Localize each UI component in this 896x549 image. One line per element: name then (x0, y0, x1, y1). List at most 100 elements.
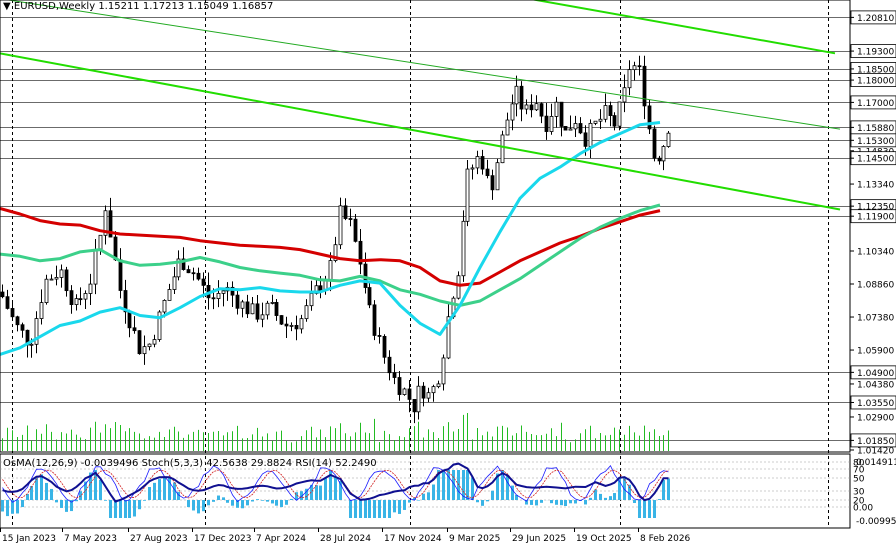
candle-body (309, 293, 314, 307)
candle-body (657, 157, 662, 162)
candle-body (172, 276, 177, 290)
close-value: 1.16857 (231, 1, 274, 12)
candle-body (421, 385, 426, 399)
candle-body (274, 302, 279, 316)
candle-body (588, 122, 593, 147)
price-tick-label: 1.14500 (857, 155, 894, 165)
candle-body (363, 263, 368, 288)
candle-body (240, 301, 245, 309)
candle-body (480, 156, 485, 170)
candle-body (642, 65, 647, 107)
candlesticks (0, 55, 671, 424)
candle-body (412, 399, 417, 413)
price-tick-label: 1.08860 (857, 281, 894, 291)
price-tick-label: 1.04900 (857, 369, 894, 379)
candle-body (666, 132, 671, 147)
candle-body (622, 87, 627, 103)
candle-body (338, 205, 343, 246)
candle-body (15, 316, 20, 326)
candle-body (260, 314, 265, 320)
candle-body (304, 305, 309, 320)
osma-label: OsMA(12,26,9) -0.0039496 (3, 458, 139, 469)
osc-top-label: 0.0149116 (856, 458, 896, 468)
price-tick-label: 1.11900 (857, 213, 894, 223)
candle-body (245, 301, 250, 315)
candle-body (123, 290, 128, 313)
rsi-line (2, 462, 669, 503)
dropdown-triangle-icon[interactable]: ▼ (3, 1, 11, 12)
moving-averages (0, 121, 661, 356)
candle-body (108, 210, 113, 238)
price-tick-label: 1.01850 (857, 437, 894, 447)
candle-body (10, 308, 15, 318)
ma-red-line (0, 206, 661, 287)
candle-body (216, 292, 221, 299)
osc-level-label: 20 (853, 497, 865, 507)
candle-body (54, 277, 59, 280)
price-axis: 1.20810 1.19300 1.18500 1.18000 1.17000 1.158… (0, 0, 896, 457)
candle-body (637, 65, 642, 68)
symbol-header: ▼ EURUSD,Weekly 1.15211 1.17213 1.15049 … (3, 1, 273, 12)
candle-body (5, 296, 10, 309)
low-value: 1.15049 (187, 1, 229, 12)
candle-body (191, 272, 196, 275)
candle-body (181, 258, 186, 270)
symbol-timeframe: EURUSD,Weekly (13, 1, 96, 12)
candle-body (603, 105, 608, 120)
time-tick-label: 17 Nov 2024 (384, 534, 442, 544)
trendlines (0, 0, 841, 211)
price-tick-label: 1.01420 (857, 447, 894, 457)
candle-body (514, 85, 519, 105)
price-panel-frame (0, 0, 851, 453)
candle-body (593, 120, 598, 124)
candle-body (270, 302, 275, 304)
candle-body (661, 146, 666, 162)
price-tick-label: 1.07380 (857, 314, 894, 324)
candle-body (221, 290, 226, 294)
trendline (530, 0, 836, 55)
candle-body (196, 272, 201, 280)
candle-body (93, 250, 98, 285)
candle-body (49, 278, 54, 281)
price-tick-label: 1.18000 (857, 77, 894, 87)
osc-level-label: 0.00 (853, 504, 873, 514)
candle-body (461, 220, 466, 277)
candle-body (78, 298, 83, 301)
candle-body (328, 260, 333, 281)
price-tick-label: 1.05900 (857, 347, 894, 357)
candle-body (608, 105, 613, 116)
candle-body (529, 104, 534, 111)
candle-body (294, 324, 299, 330)
candle-body (64, 269, 69, 292)
price-tick-label: 1.04380 (857, 380, 894, 390)
candle-body (632, 65, 637, 71)
stoch-signal-line (2, 469, 669, 499)
candle-body (470, 167, 475, 170)
candle-body (211, 297, 216, 300)
candle-body (647, 105, 652, 130)
price-tick-label: 1.20810 (857, 14, 894, 24)
candle-body (157, 311, 162, 340)
candle-body (279, 315, 284, 325)
time-tick-label: 9 Mar 2025 (449, 534, 500, 544)
time-axis: 15 Jan 2023 7 May 2023 27 Aug 2023 17 Dec 2… (0, 528, 691, 544)
ma-green-line (0, 203, 661, 307)
candle-body (132, 327, 137, 332)
candle-body (147, 343, 152, 348)
candle-body (367, 287, 372, 306)
candle-body (456, 275, 461, 299)
time-tick-label: 28 Jul 2024 (320, 534, 371, 544)
candle-body (88, 283, 93, 294)
candle-body (265, 302, 270, 316)
candle-body (544, 115, 549, 132)
candle-body (372, 304, 377, 336)
candle-body (441, 357, 446, 385)
price-tick-label: 1.15300 (857, 137, 894, 147)
ma-cyan-line (0, 121, 661, 356)
candle-body (554, 101, 559, 117)
price-tick-label: 1.13340 (857, 181, 894, 191)
candle-body (392, 372, 397, 378)
candle-body (201, 278, 206, 286)
candle-body (407, 388, 412, 400)
